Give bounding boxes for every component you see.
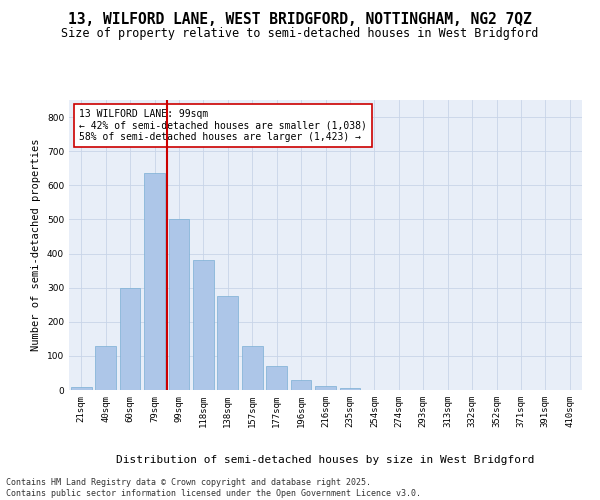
- Bar: [315, 386, 336, 390]
- Text: 13, WILFORD LANE, WEST BRIDGFORD, NOTTINGHAM, NG2 7QZ: 13, WILFORD LANE, WEST BRIDGFORD, NOTTIN…: [68, 12, 532, 28]
- Text: Size of property relative to semi-detached houses in West Bridgford: Size of property relative to semi-detach…: [61, 28, 539, 40]
- X-axis label: Distribution of semi-detached houses by size in West Bridgford: Distribution of semi-detached houses by …: [116, 455, 535, 465]
- Bar: [217, 296, 238, 390]
- Bar: [71, 386, 92, 390]
- Y-axis label: Number of semi-detached properties: Number of semi-detached properties: [31, 138, 41, 352]
- Bar: [242, 346, 263, 390]
- Bar: [144, 174, 165, 390]
- Bar: [95, 346, 116, 390]
- Text: 13 WILFORD LANE: 99sqm
← 42% of semi-detached houses are smaller (1,038)
58% of : 13 WILFORD LANE: 99sqm ← 42% of semi-det…: [79, 108, 367, 142]
- Bar: [119, 288, 140, 390]
- Text: Contains HM Land Registry data © Crown copyright and database right 2025.
Contai: Contains HM Land Registry data © Crown c…: [6, 478, 421, 498]
- Bar: [266, 366, 287, 390]
- Bar: [340, 388, 361, 390]
- Bar: [193, 260, 214, 390]
- Bar: [290, 380, 311, 390]
- Bar: [169, 220, 190, 390]
